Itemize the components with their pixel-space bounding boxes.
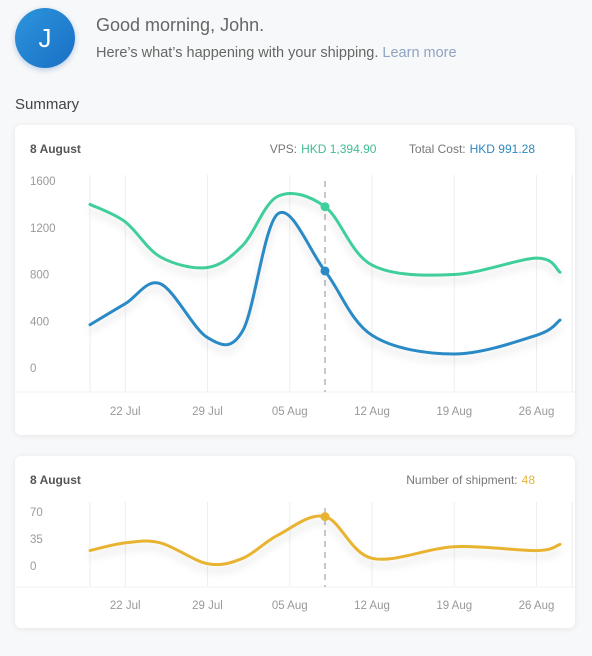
- summary-title: Summary: [15, 96, 80, 113]
- series-line-yellow: [88, 514, 562, 567]
- highlight-point-blue: [320, 266, 330, 276]
- y-tick-label: 400: [30, 316, 49, 328]
- avatar-letter: J: [38, 22, 52, 53]
- vps-cost-card: 8 August VPS: HKD 1,394.90 Total Cost: HKD…: [15, 125, 575, 435]
- x-tick-label: 29 Jul: [192, 406, 223, 418]
- x-tick-label: 05 Aug: [272, 600, 308, 612]
- total-cost-label: Total Cost:: [408, 142, 466, 156]
- y-tick-label: 1200: [30, 223, 56, 235]
- subline-text: Here’s what’s happening with your shippi…: [96, 45, 379, 61]
- metrics: Number of shipment: 48: [406, 473, 535, 487]
- series-line-green: [88, 192, 562, 277]
- x-tick-label: 26 Aug: [519, 406, 555, 418]
- x-tick-label: 22 Jul: [110, 406, 141, 418]
- x-tick-label: 12 Aug: [354, 600, 390, 612]
- y-tick-label: 70: [30, 507, 43, 519]
- vps-value: HKD 1,394.90: [301, 142, 377, 156]
- shipments-chart[interactable]: 22 Jul 29 Jul 05 Aug 12 Aug 19 Aug 26 Aug 70 35…: [15, 456, 575, 628]
- y-tick-label: 800: [30, 270, 49, 282]
- shipments-label: Number of shipment:: [406, 473, 518, 487]
- vps-label: VPS:: [269, 142, 298, 156]
- y-tick-label: 1600: [30, 176, 56, 188]
- y-tick-label: 0: [30, 363, 36, 375]
- metrics: VPS: HKD 1,394.90 Total Cost: HKD 991.28: [270, 142, 535, 156]
- y-tick-label: 35: [30, 534, 43, 546]
- vps-cost-chart[interactable]: 22 Jul 29 Jul 05 Aug 12 Aug 19 Aug 26 Aug 1600…: [15, 125, 575, 435]
- card-date: 8 August: [30, 142, 81, 156]
- x-tick-label: 19 Aug: [436, 600, 472, 612]
- shipments-card: 8 August Number of shipment: 48 22 Jul 29 …: [15, 456, 575, 628]
- highlight-point-yellow: [320, 512, 330, 522]
- learn-more-link[interactable]: Learn more: [382, 45, 457, 61]
- x-tick-label: 05 Aug: [272, 406, 308, 418]
- highlight-point-green: [320, 202, 330, 212]
- x-tick-label: 19 Aug: [436, 406, 472, 418]
- x-tick-label: 22 Jul: [110, 600, 141, 612]
- x-tick-label: 29 Jul: [192, 600, 223, 612]
- subline: Here’s what’s happening with your shippi…: [96, 45, 457, 61]
- shipments-value: 48: [521, 473, 535, 487]
- y-tick-label: 0: [30, 561, 36, 573]
- x-tick-label: 12 Aug: [354, 406, 390, 418]
- x-tick-label: 26 Aug: [519, 600, 555, 612]
- series-line-blue: [88, 210, 562, 356]
- greeting: Good morning, John.: [96, 15, 265, 35]
- card-date: 8 August: [30, 473, 81, 487]
- avatar[interactable]: J: [15, 8, 75, 68]
- total-cost-value: HKD 991.28: [469, 142, 535, 156]
